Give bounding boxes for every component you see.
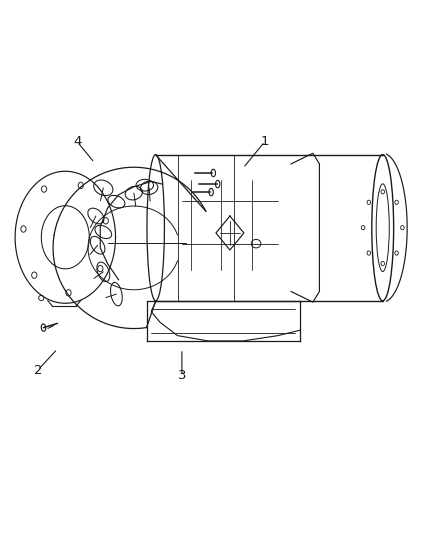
Text: 2: 2 xyxy=(34,364,42,377)
Text: 3: 3 xyxy=(178,369,186,382)
Text: 4: 4 xyxy=(73,135,81,148)
Text: 1: 1 xyxy=(261,135,269,148)
